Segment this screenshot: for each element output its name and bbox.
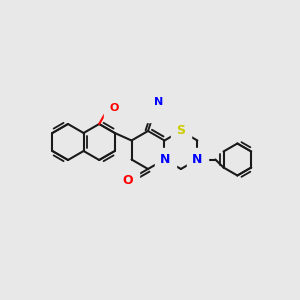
Text: O: O	[110, 103, 119, 113]
Text: N: N	[160, 153, 171, 166]
Text: N: N	[154, 97, 164, 107]
Text: O: O	[123, 175, 133, 188]
Text: C: C	[150, 106, 158, 116]
Text: S: S	[176, 124, 185, 136]
Text: N: N	[192, 153, 203, 166]
